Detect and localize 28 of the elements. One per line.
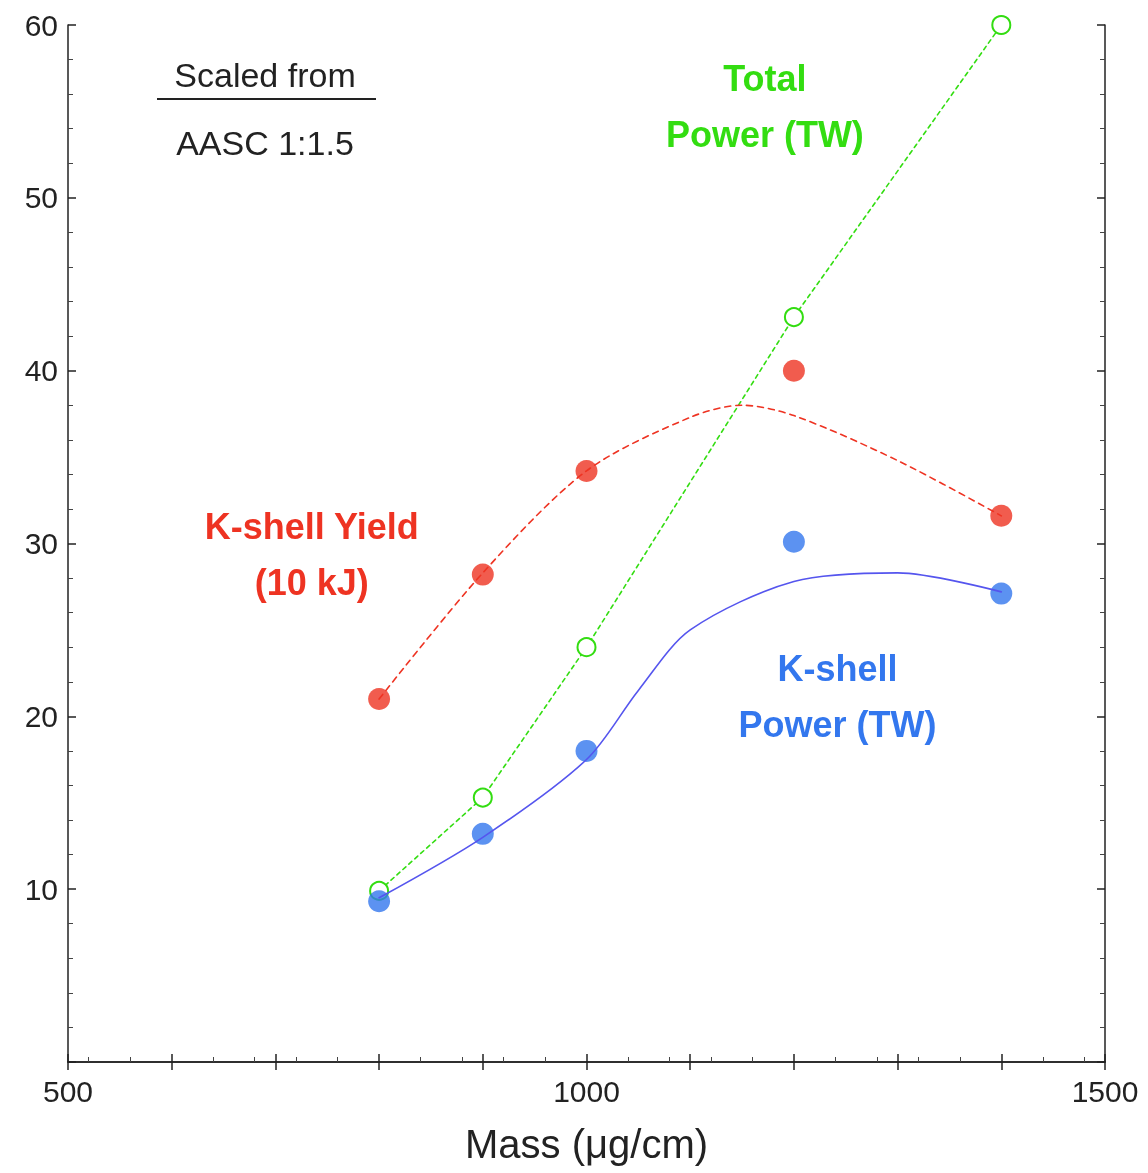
y-tick-label: 20 bbox=[24, 699, 58, 733]
point bbox=[990, 504, 1013, 527]
text: K-shell Power (TW) bbox=[738, 647, 937, 745]
point bbox=[368, 890, 391, 913]
y-tick-label: 10 bbox=[24, 872, 58, 906]
point bbox=[990, 582, 1013, 605]
point bbox=[783, 307, 804, 328]
y-tick-label: 60 bbox=[24, 8, 58, 42]
series-label: Total Power (TW) bbox=[665, 58, 864, 156]
series-label: K-shell Yield (10 kJ) bbox=[204, 506, 419, 604]
point bbox=[576, 637, 597, 658]
point bbox=[782, 359, 805, 382]
x-tick-label: 1500 bbox=[1071, 1074, 1139, 1108]
point bbox=[782, 530, 805, 553]
y-tick-label: 30 bbox=[24, 527, 58, 560]
x-tick-label: 500 bbox=[42, 1074, 94, 1108]
y-tick-label: 40 bbox=[24, 354, 58, 388]
point bbox=[471, 822, 494, 845]
annotation: Scaled from bbox=[174, 56, 356, 94]
x-tick-label: 1000 bbox=[553, 1074, 620, 1108]
y-tick-label: 50 bbox=[24, 181, 58, 215]
point bbox=[991, 15, 1012, 35]
point bbox=[575, 459, 598, 482]
x-axis-title: Mass (μg/cm) bbox=[464, 1122, 709, 1166]
point bbox=[471, 563, 494, 586]
annotation: AASC 1:1.5 bbox=[176, 124, 354, 162]
point bbox=[368, 688, 391, 711]
point bbox=[472, 787, 493, 808]
